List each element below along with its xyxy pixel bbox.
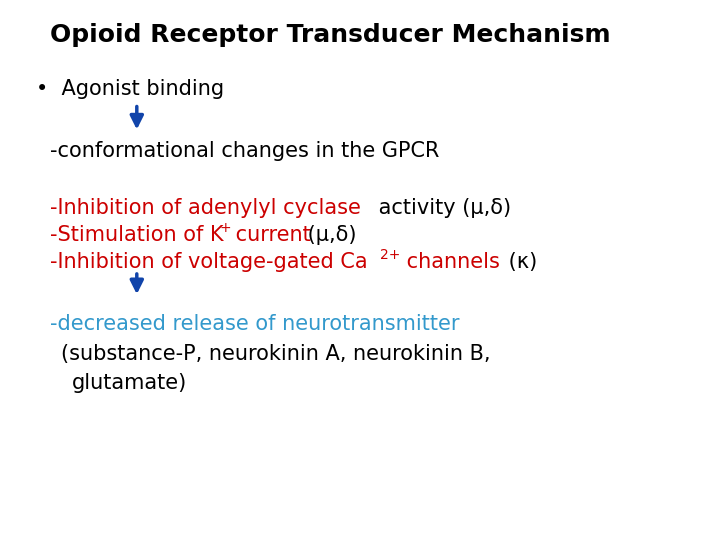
Text: +: +	[220, 221, 231, 235]
Text: (μ,δ): (μ,δ)	[301, 225, 356, 245]
Text: glutamate): glutamate)	[72, 373, 187, 394]
Text: 2+: 2+	[380, 248, 400, 262]
Text: Opioid Receptor Transducer Mechanism: Opioid Receptor Transducer Mechanism	[50, 23, 611, 47]
Text: -Inhibition of adenylyl cyclase: -Inhibition of adenylyl cyclase	[50, 198, 361, 218]
Text: -Inhibition of voltage-gated Ca: -Inhibition of voltage-gated Ca	[50, 252, 368, 272]
Text: activity (μ,δ): activity (μ,δ)	[372, 198, 510, 218]
Text: channels: channels	[400, 252, 500, 272]
Text: •  Agonist binding: • Agonist binding	[36, 79, 224, 99]
Text: current: current	[229, 225, 311, 245]
Text: -conformational changes in the GPCR: -conformational changes in the GPCR	[50, 141, 440, 161]
Text: -decreased release of neurotransmitter: -decreased release of neurotransmitter	[50, 314, 460, 334]
Text: (κ): (κ)	[502, 252, 537, 272]
Text: (substance-P, neurokinin A, neurokinin B,: (substance-P, neurokinin A, neurokinin B…	[61, 343, 491, 364]
Text: -Stimulation of K: -Stimulation of K	[50, 225, 224, 245]
